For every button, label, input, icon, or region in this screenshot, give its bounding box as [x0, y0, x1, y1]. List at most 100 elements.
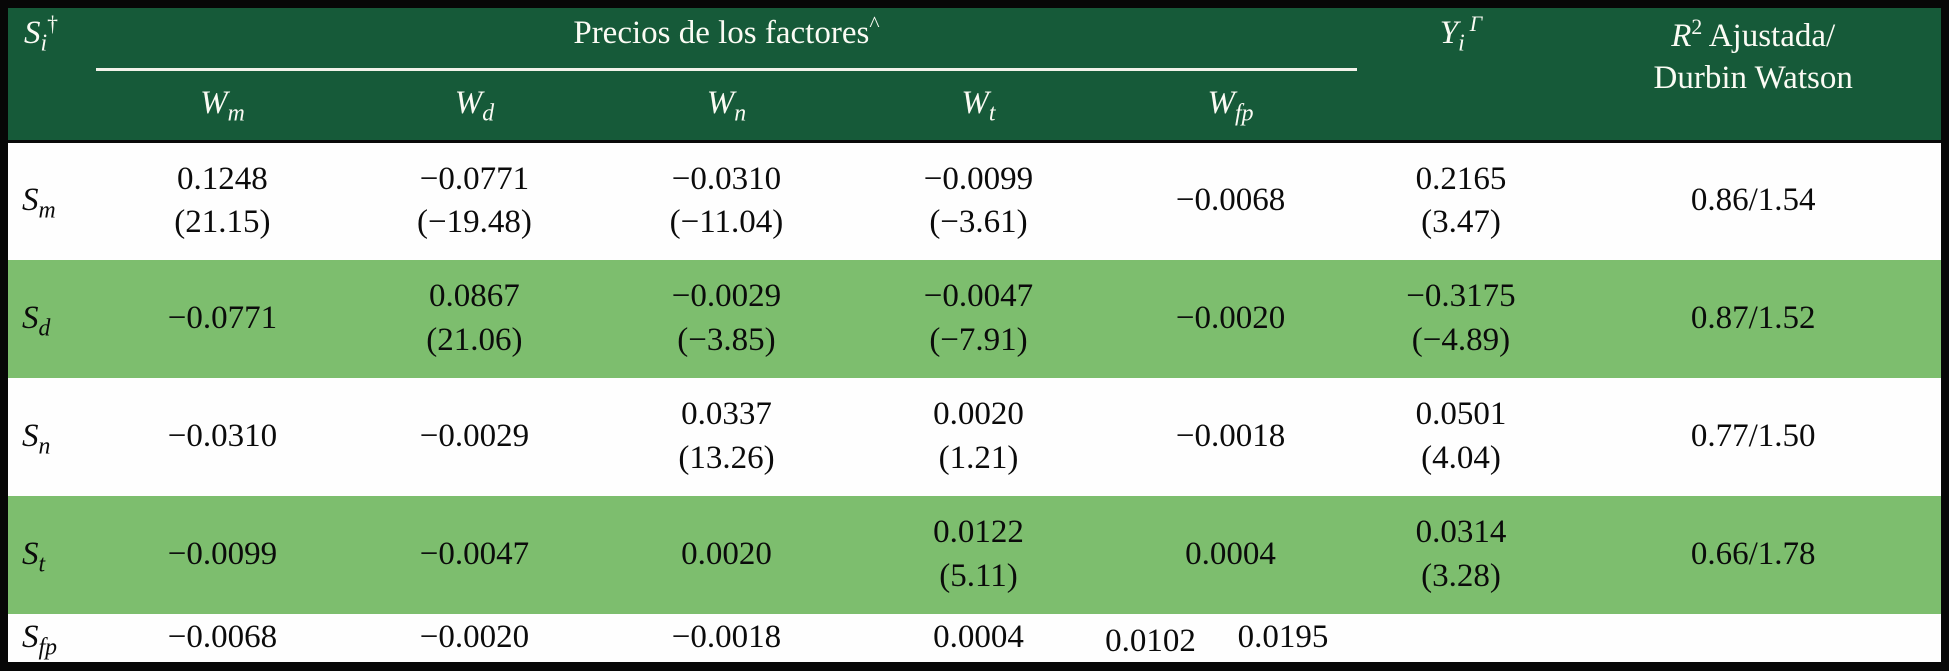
si-subscript: i: [40, 30, 48, 57]
coefficient-value: −0.0029: [419, 417, 530, 454]
t-statistic: (4.04): [1421, 439, 1501, 476]
coefficient-value: 0.1248: [177, 160, 268, 197]
row-label-subscript: t: [38, 551, 46, 578]
header-yi: YiΓ: [1357, 4, 1566, 142]
row-label-subscript: d: [38, 315, 51, 342]
wm-base: W: [200, 84, 228, 121]
t-statistic: (3.28): [1421, 557, 1501, 594]
wd-subscript: d: [482, 100, 495, 127]
coefficient-value: −0.0047: [923, 277, 1034, 314]
header-wd: Wd: [348, 70, 600, 142]
row-label-base: S: [22, 417, 39, 454]
table-cell: 0.0195: [1238, 614, 1566, 668]
table-row-sm: Sm 0.1248 (21.15) −0.0771 (−19.48) −0.0310…: [4, 141, 1945, 260]
table-cell: −0.0029: [348, 378, 600, 496]
coefficient-value: −0.0771: [419, 160, 530, 197]
t-statistic: (1.21): [938, 439, 1019, 476]
row-label: Sfp: [4, 614, 96, 668]
coefficient-value: −0.0020: [1175, 299, 1286, 336]
table-cell: −0.0310: [96, 378, 348, 496]
table-cell: −0.0099: [96, 496, 348, 614]
table-cell: 0.0004: [1105, 496, 1357, 614]
coefficient-value: −0.0310: [671, 160, 782, 197]
table-cell: −0.0068: [96, 614, 348, 668]
table-cell: 0.0501 (4.04): [1357, 378, 1566, 496]
table-cell: −0.0018: [600, 614, 852, 668]
table-row-sd: Sd −0.0771 0.0867 (21.06) −0.0029 (−3.85) …: [4, 259, 1945, 378]
coefficient-value: −0.0047: [419, 535, 530, 572]
table-cell: −0.0047 (−7.91): [852, 260, 1104, 378]
row-label: Sd: [4, 260, 96, 378]
t-statistic: (5.11): [939, 557, 1018, 594]
coefficient-value: −0.3175: [1406, 277, 1516, 314]
dagger-superscript: †: [47, 12, 58, 36]
table-cell: 0.2165 (3.47): [1357, 142, 1566, 260]
table-cell: 0.87/1.52: [1565, 260, 1945, 378]
row-label: Sn: [4, 378, 96, 496]
wfp-base: W: [1207, 84, 1236, 121]
t-statistic: (−4.89): [1411, 321, 1511, 358]
yi-base: Y: [1439, 15, 1459, 51]
row-label-base: S: [22, 618, 39, 655]
table-cell: 0.66/1.78: [1565, 496, 1945, 614]
wm-subscript: m: [227, 100, 245, 127]
t-statistic: (13.26): [678, 439, 775, 476]
gamma-superscript: Γ: [1469, 12, 1483, 36]
si-base: S: [24, 15, 41, 51]
table-cell: 0.0314 (3.28): [1357, 496, 1566, 614]
table-cell: 0.0337 (13.26): [600, 378, 852, 496]
table-cell: −0.0310 (−11.04): [600, 142, 852, 260]
wn-base: W: [706, 84, 735, 121]
row-label: Sm: [4, 142, 96, 260]
coefficient-value: 0.0020: [933, 395, 1024, 432]
header-wt: Wt: [852, 70, 1104, 142]
t-statistic: (−3.85): [677, 321, 776, 358]
header-wn: Wn: [600, 70, 852, 142]
table-cell: −0.0771: [96, 260, 348, 378]
table-cell: −0.0099 (−3.61): [852, 142, 1104, 260]
table-cell: −0.0029 (−3.85): [600, 260, 852, 378]
row-label-base: S: [22, 299, 39, 336]
r2-dw-value: 0.87/1.52: [1690, 299, 1816, 336]
coefficient-value: 0.0004: [933, 618, 1024, 655]
table-cell: −0.0068: [1105, 142, 1357, 260]
r2-superscript: 2: [1691, 15, 1703, 39]
row-label-subscript: m: [38, 198, 56, 225]
row-label-base: S: [22, 535, 39, 572]
table-cell: 0.0102: [1105, 614, 1357, 668]
coefficient-value: −0.0310: [167, 417, 278, 454]
header-wm: Wm: [96, 70, 348, 142]
t-statistic: (−7.91): [929, 321, 1028, 358]
table-cell-empty: [1565, 614, 1945, 668]
wn-subscript: n: [734, 100, 747, 127]
table-row-st: St −0.0099 −0.0047 0.0020 0.0122 (5.11) 0…: [4, 495, 1945, 614]
wd-base: W: [454, 84, 483, 121]
header-si: Si†: [4, 4, 96, 142]
wt-base: W: [961, 84, 989, 121]
table-body: Sm 0.1248 (21.15) −0.0771 (−19.48) −0.0310…: [4, 141, 1945, 668]
table-cell: 0.0867 (21.06): [348, 260, 600, 378]
t-statistic: (−3.61): [929, 204, 1028, 241]
t-statistic: (3.47): [1421, 204, 1501, 241]
r2-line1: R2 Ajustada/: [1566, 15, 1940, 57]
r2-dw-value: 0.86/1.54: [1690, 182, 1816, 219]
table-row-sn: Sn −0.0310 −0.0029 0.0337 (13.26) 0.0020 (…: [4, 377, 1945, 496]
t-statistic: (−19.48): [417, 204, 532, 241]
header-row-factors: Wm Wd Wn Wt Wfp: [4, 70, 1945, 142]
header-group-precios-factores: Precios de los factores^: [96, 4, 1357, 71]
row-label: St: [4, 496, 96, 614]
row-label-subscript: n: [38, 433, 51, 460]
coefficient-value: 0.0020: [681, 535, 772, 572]
yi-subscript: i: [1458, 30, 1465, 57]
table-cell: −0.0047: [348, 496, 600, 614]
coefficient-value: 0.0314: [1415, 513, 1507, 550]
table-cell: −0.0020: [348, 614, 600, 668]
wfp-subscript: fp: [1235, 100, 1254, 127]
table-cell: 0.0004: [852, 614, 1104, 668]
table-cell: 0.86/1.54: [1565, 142, 1945, 260]
coefficient-value: 0.0337: [681, 395, 772, 432]
coefficient-value: −0.0018: [671, 618, 782, 655]
coefficient-value: 0.0004: [1185, 535, 1276, 572]
